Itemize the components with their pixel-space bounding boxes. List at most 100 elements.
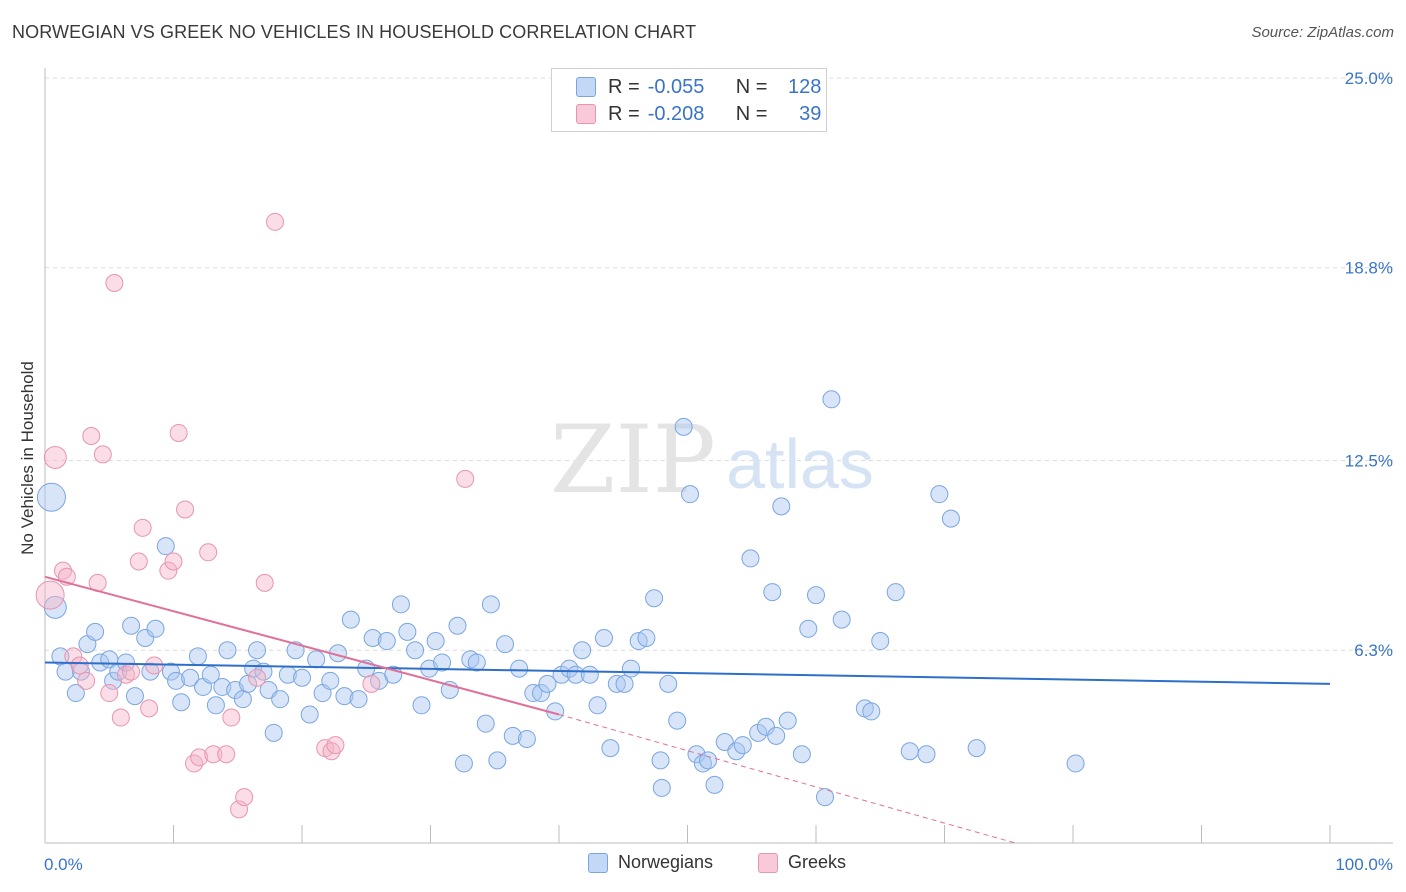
point-norwegians [349, 690, 368, 709]
legend-n-label: N = [735, 75, 768, 98]
point-norwegians [233, 690, 252, 709]
legend-row-norwegians: R = -0.055 N = 128 [576, 74, 821, 100]
point-norwegians [967, 739, 986, 758]
point-norwegians [167, 671, 186, 690]
point-greeks [129, 552, 148, 571]
point-norwegians [588, 696, 607, 715]
point-norwegians [116, 653, 135, 672]
point-greeks [169, 423, 188, 442]
point-norwegians [377, 632, 396, 651]
point-norwegians [335, 687, 354, 706]
point-norwegians [503, 726, 522, 745]
legend-swatch-norwegians [588, 852, 608, 873]
point-norwegians [621, 659, 640, 678]
legend-item-greeks[interactable]: Greeks [758, 852, 846, 873]
point-norwegians [799, 619, 818, 638]
point-norwegians [172, 693, 191, 712]
point-norwegians [601, 739, 620, 758]
point-norwegians [532, 684, 551, 703]
point-norwegians [699, 751, 718, 770]
legend-item-norwegians[interactable]: Norwegians [588, 852, 713, 873]
point-norwegians [733, 736, 752, 755]
x-tick-label-max: 100.0% [1335, 855, 1393, 874]
legend-label-norwegians: Norwegians [618, 852, 714, 872]
stats-legend: R = -0.055 N = 128 R = -0.208 N = 39 [551, 68, 827, 132]
point-norwegians [615, 674, 634, 693]
point-norwegians [476, 714, 495, 733]
point-norwegians [271, 690, 290, 709]
legend-swatch-norwegians [576, 77, 596, 97]
point-greeks [185, 754, 204, 773]
point-norwegians [307, 650, 326, 669]
point-greeks [70, 656, 89, 675]
legend-r-label: R = [608, 75, 640, 98]
legend-row-greeks: R = -0.208 N = 39 [576, 101, 821, 127]
point-norwegians [832, 610, 851, 629]
point-norwegians [763, 583, 782, 602]
point-norwegians [300, 705, 319, 724]
point-greeks [145, 656, 164, 675]
point-norwegians [488, 751, 507, 770]
point-greeks [235, 788, 254, 807]
source-label: Source: ZipAtlas.com [1251, 24, 1394, 41]
point-norwegians [645, 589, 664, 608]
point-norwegians [917, 745, 936, 764]
point-norwegians [136, 628, 155, 647]
legend-r-value: -0.208 [647, 102, 705, 125]
trend-extension-greeks [558, 713, 1016, 844]
point-norwegians [538, 674, 557, 693]
x-tick-label-min: 0.0% [44, 855, 83, 874]
point-norwegians [674, 417, 693, 436]
point-norwegians [807, 586, 825, 605]
point-norwegians [792, 745, 811, 764]
point-norwegians [146, 619, 165, 638]
point-norwegians [681, 485, 700, 504]
point-norwegians [454, 754, 473, 773]
legend-n-value: 39 [799, 102, 822, 125]
point-norwegians [1066, 754, 1085, 773]
point-norwegians [651, 751, 670, 770]
point-norwegians [637, 628, 656, 647]
point-norwegians [66, 684, 85, 703]
series-greeks [35, 212, 475, 819]
point-norwegians [693, 754, 712, 773]
point-greeks [176, 500, 195, 519]
point-greeks [100, 684, 119, 703]
point-norwegians [363, 628, 382, 647]
legend-swatch-greeks [576, 104, 596, 124]
legend-label-greeks: Greeks [788, 852, 847, 872]
point-greeks [93, 445, 112, 464]
point-greeks [111, 708, 130, 727]
point-greeks [133, 518, 152, 537]
chart-title: NORWEGIAN VS GREEK NO VEHICLES IN HOUSEH… [12, 22, 697, 42]
point-norwegians [161, 662, 180, 681]
legend-n-value: 128 [788, 75, 822, 98]
watermark-atlas: atlas [726, 425, 874, 503]
point-greeks [456, 469, 475, 488]
point-norwegians [900, 742, 919, 761]
point-norwegians [321, 671, 340, 690]
point-greeks [164, 552, 183, 571]
point-norwegians [687, 745, 706, 764]
point-greeks [82, 427, 101, 446]
point-norwegians [36, 482, 66, 512]
point-norwegians [426, 632, 445, 651]
point-norwegians [941, 509, 960, 528]
y-tick-label: 25.0% [1345, 69, 1393, 88]
point-norwegians [756, 717, 775, 736]
point-greeks [122, 662, 141, 681]
watermark-zip: ZIP [550, 406, 716, 515]
point-greeks [77, 671, 96, 690]
point-norwegians [244, 659, 263, 678]
point-greeks [204, 745, 223, 764]
point-greeks [222, 708, 241, 727]
point-norwegians [705, 775, 724, 794]
point-norwegians [607, 674, 626, 693]
point-norwegians [652, 778, 671, 797]
point-norwegians [668, 711, 687, 730]
point-norwegians [517, 729, 536, 748]
point-norwegians [293, 668, 311, 687]
point-norwegians [86, 622, 105, 641]
point-norwegians [264, 723, 283, 742]
